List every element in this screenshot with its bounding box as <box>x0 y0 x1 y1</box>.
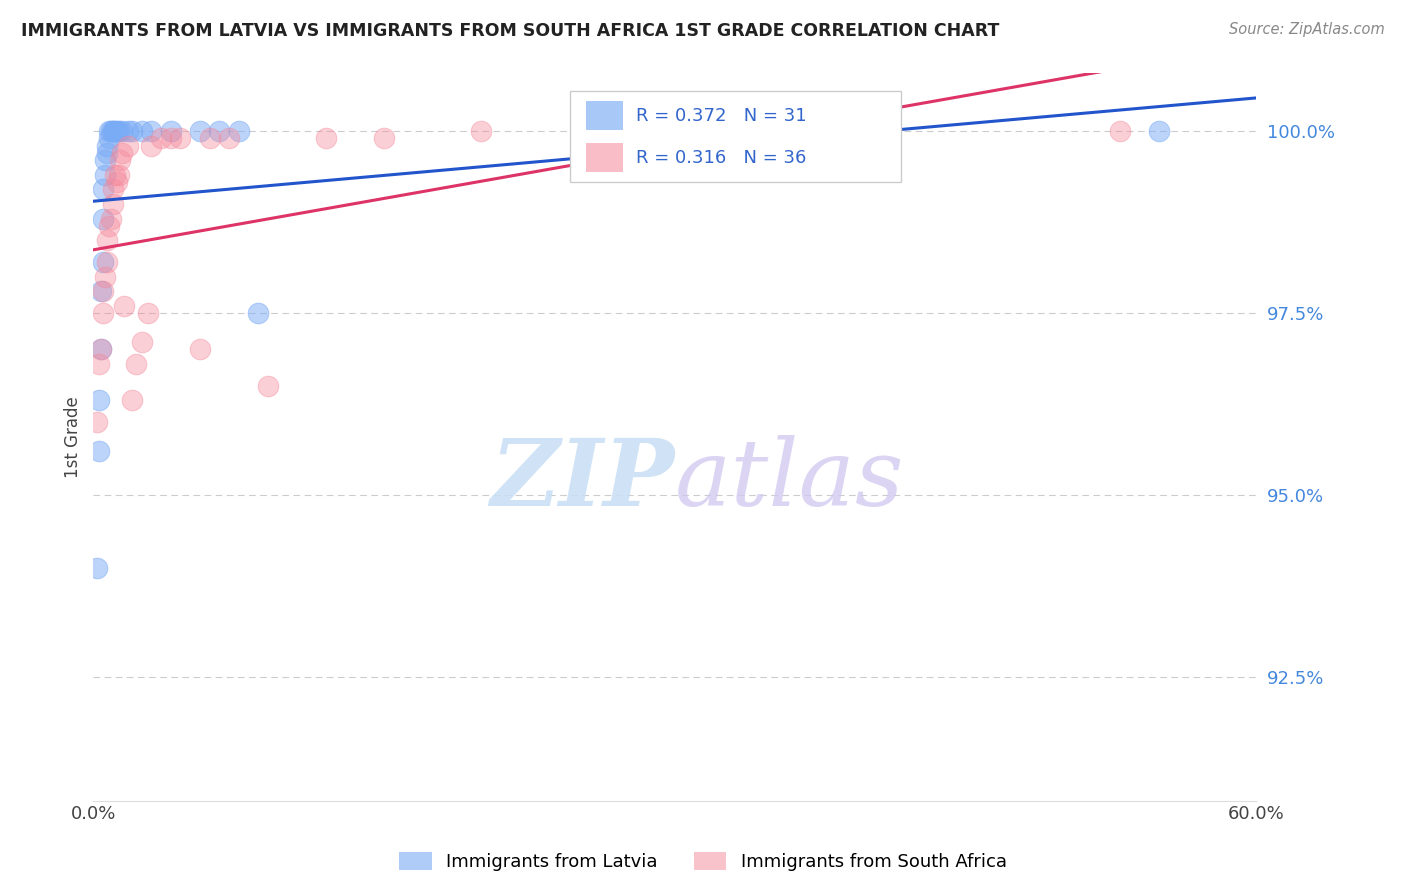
Point <box>86 415 108 429</box>
Point <box>90 343 112 357</box>
Point <box>105 175 128 189</box>
Point <box>131 335 153 350</box>
Point <box>218 131 240 145</box>
Point <box>188 343 211 357</box>
FancyBboxPatch shape <box>586 101 623 130</box>
Text: R = 0.316   N = 36: R = 0.316 N = 36 <box>636 149 807 167</box>
Point <box>101 124 124 138</box>
Point <box>125 357 148 371</box>
Point <box>169 131 191 145</box>
Point <box>315 131 337 145</box>
Point <box>96 138 118 153</box>
Point <box>1109 124 1132 138</box>
Text: IMMIGRANTS FROM LATVIA VS IMMIGRANTS FROM SOUTH AFRICA 1ST GRADE CORRELATION CHA: IMMIGRANTS FROM LATVIA VS IMMIGRANTS FRO… <box>21 22 1000 40</box>
Text: R = 0.372   N = 31: R = 0.372 N = 31 <box>636 107 807 125</box>
Point <box>97 131 120 145</box>
Point <box>110 153 132 168</box>
Point <box>150 131 173 145</box>
Point <box>104 168 127 182</box>
Point <box>111 124 134 138</box>
Point <box>107 168 129 182</box>
Point <box>117 138 139 153</box>
Point <box>208 124 231 138</box>
Point <box>228 124 250 138</box>
Point <box>159 131 181 145</box>
Point <box>117 124 139 138</box>
Y-axis label: 1st Grade: 1st Grade <box>65 396 82 478</box>
Point <box>90 343 112 357</box>
Point <box>198 131 221 145</box>
Point <box>101 124 124 138</box>
Point <box>107 124 129 138</box>
Point <box>246 306 269 320</box>
Point <box>256 379 278 393</box>
Text: Source: ZipAtlas.com: Source: ZipAtlas.com <box>1229 22 1385 37</box>
Point <box>94 269 117 284</box>
Point <box>159 124 181 138</box>
Point <box>100 211 122 226</box>
Text: atlas: atlas <box>675 435 904 525</box>
Point <box>111 146 134 161</box>
Point <box>624 124 647 138</box>
Point <box>373 131 395 145</box>
Point <box>91 306 114 320</box>
Point <box>1147 124 1170 138</box>
Point <box>101 197 124 211</box>
Point <box>97 219 120 233</box>
Point <box>89 357 111 371</box>
Point <box>86 561 108 575</box>
Point <box>96 255 118 269</box>
Text: ZIP: ZIP <box>491 435 675 525</box>
Point <box>470 124 492 138</box>
Point <box>141 138 163 153</box>
Point <box>94 168 117 182</box>
Point <box>89 393 111 408</box>
Point <box>112 299 135 313</box>
Point <box>141 124 163 138</box>
Point <box>97 124 120 138</box>
Point <box>94 153 117 168</box>
Point <box>104 124 127 138</box>
Point <box>105 124 128 138</box>
FancyBboxPatch shape <box>586 143 623 172</box>
Point <box>100 124 122 138</box>
Point <box>121 124 143 138</box>
Point <box>131 124 153 138</box>
Point <box>136 306 159 320</box>
Point <box>96 233 118 247</box>
Point <box>91 211 114 226</box>
Point <box>121 393 143 408</box>
Legend: Immigrants from Latvia, Immigrants from South Africa: Immigrants from Latvia, Immigrants from … <box>392 845 1014 879</box>
Point <box>101 182 124 196</box>
FancyBboxPatch shape <box>569 91 901 182</box>
Point <box>188 124 211 138</box>
Point <box>89 444 111 458</box>
Point <box>96 146 118 161</box>
Point <box>91 182 114 196</box>
Point <box>91 285 114 299</box>
Point <box>90 285 112 299</box>
Point <box>91 255 114 269</box>
